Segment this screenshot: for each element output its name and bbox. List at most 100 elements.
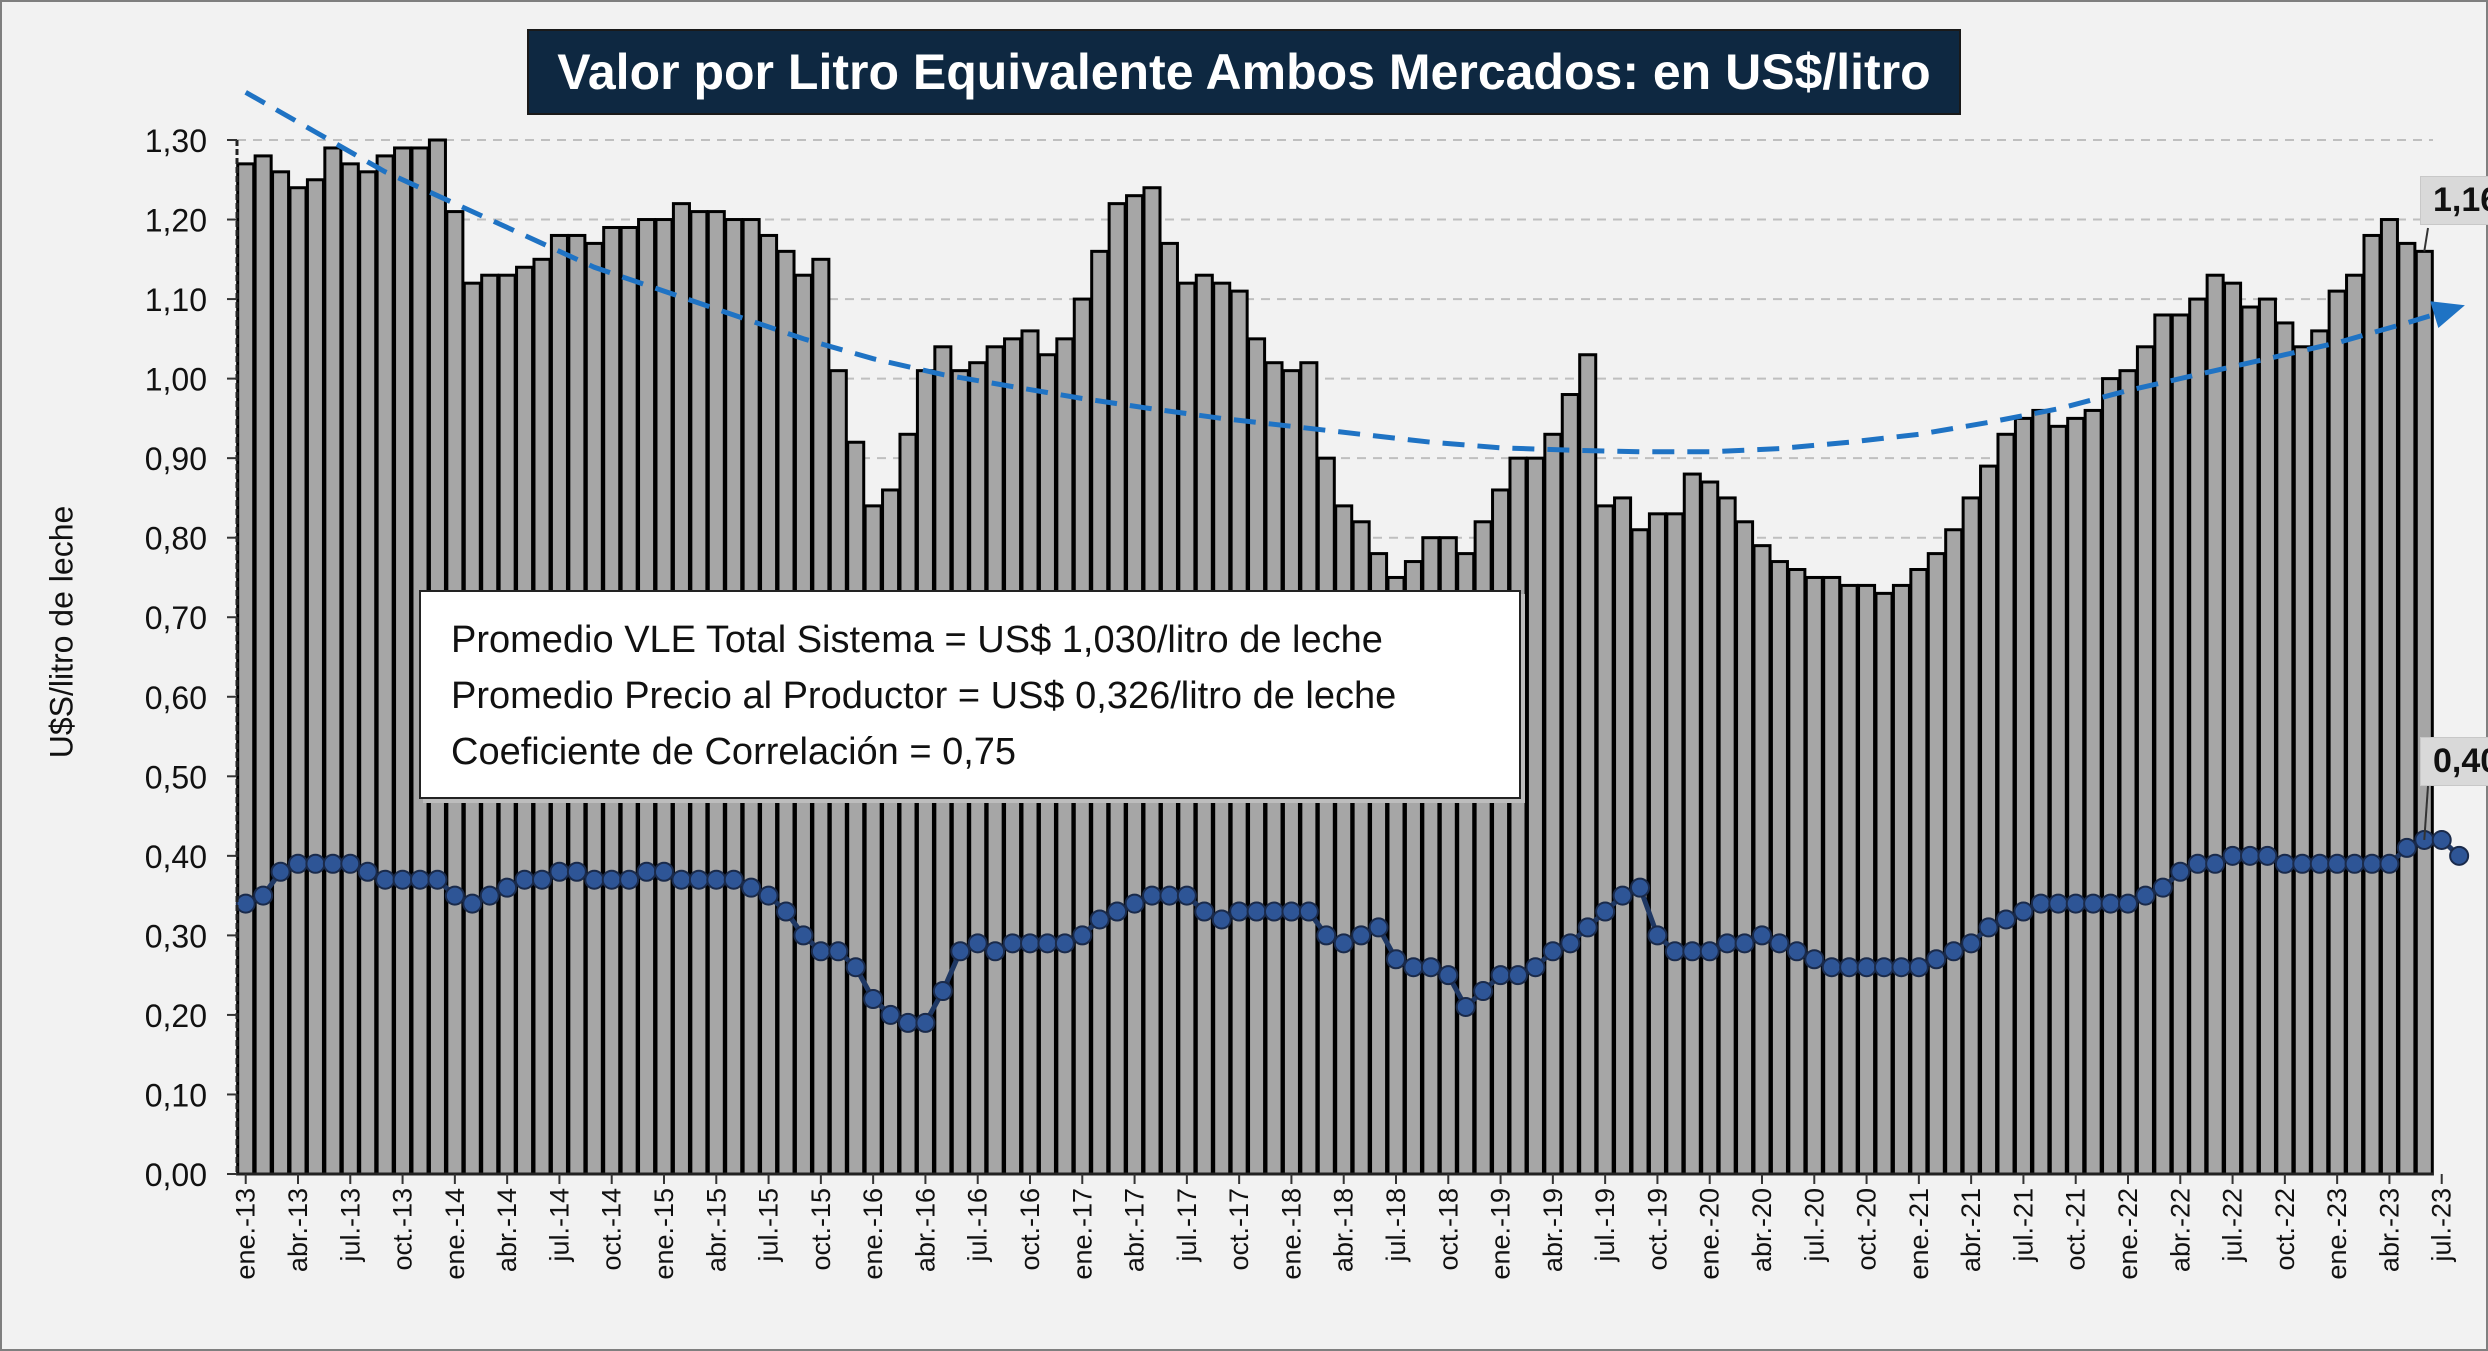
y-tick-label: 0,90 [145,441,207,477]
bar [2292,345,2312,1176]
y-tick-label: 0,30 [145,918,207,954]
x-tick-label: abr.-20 [1747,1188,1777,1272]
price-point [1595,901,1616,922]
x-tick-label: oct.-21 [2061,1188,2091,1271]
last-bar-leader [2423,227,2429,252]
price-point [1908,957,1929,978]
price-point [1978,917,1999,938]
bar [2188,297,2208,1176]
price-point [1420,957,1441,978]
bar [2345,273,2365,1176]
bar [1752,544,1772,1176]
bar [1787,568,1807,1176]
bar [393,146,413,1176]
x-tick-label: oct.-14 [597,1188,627,1271]
x-tick-label: jul.-21 [2008,1188,2038,1263]
x-tick-label: ene.-21 [1904,1188,1934,1280]
price-point [2048,893,2069,914]
bar [2240,305,2260,1176]
price-point [1054,933,1075,954]
x-tick-label: jul.-16 [963,1188,993,1263]
price-point [1943,941,1964,962]
price-point [1769,933,1790,954]
bar [2310,329,2330,1176]
x-tick-label: ene.-13 [231,1188,261,1280]
price-point [340,853,361,874]
x-tick-label: abr.-14 [492,1188,522,1272]
price-point [671,869,692,890]
bar [288,186,308,1176]
x-tick-label: abr.-17 [1120,1188,1150,1272]
bar [1613,496,1633,1176]
bar [1665,512,1685,1176]
price-point [2396,837,2417,858]
y-tick-labels: 0,00 0,10 0,20 0,30 0,40 0,50 0,60 0,70 0,80 0,90… [145,123,237,1193]
bar [2275,321,2295,1176]
price-point [1804,949,1825,970]
bar [1578,353,1598,1176]
y-tick-label: 0,40 [145,839,207,875]
x-tick-label: abr.-21 [1956,1188,1986,1272]
x-tick-label: jul.-14 [544,1188,574,1263]
y-tick-label: 1,30 [145,123,207,159]
bar [1839,583,1859,1176]
price-point [2274,853,2295,874]
x-tick-label: abr.-15 [701,1188,731,1272]
x-tick-label: ene.-19 [1486,1188,1516,1280]
x-tick-label: abr.-16 [910,1188,940,1272]
y-tick-label: 0,00 [145,1157,207,1193]
price-point [1281,901,1302,922]
price-point [1821,957,1842,978]
price-point [845,957,866,978]
price-point [1996,909,2016,930]
x-tick-label: abr.-19 [1538,1188,1568,1272]
price-point [2205,853,2226,874]
x-tick-label: ene.-17 [1067,1188,1097,1280]
price-point [1786,941,1807,962]
bar [2223,281,2243,1176]
y-tick-label: 0,80 [145,521,207,557]
price-point [1298,901,1319,922]
price-point [793,925,814,946]
price-point [1403,957,1424,978]
x-tick-label: ene.-18 [1276,1188,1306,1280]
price-point [2379,853,2400,874]
price-point [566,861,587,882]
x-tick-label: oct.-16 [1015,1188,1045,1271]
bar [1769,560,1789,1176]
y-tick-label: 0,50 [145,759,207,795]
price-point [636,861,657,882]
x-tick-label: ene.-14 [440,1188,470,1280]
bar [2135,345,2155,1176]
x-tick-label: oct.-18 [1433,1188,1463,1271]
price-point [1455,996,1476,1017]
trendline-arrowhead [2430,301,2465,328]
trendline [244,90,2465,455]
price-point [514,869,535,890]
stats-line-average-vle: Promedio VLE Total Sistema = US$ 1,030/l… [451,619,1383,661]
bar [1560,393,1580,1176]
bar [323,146,343,1176]
bar [1525,456,1545,1176]
price-point [479,885,500,906]
bar [1874,591,1894,1176]
x-tick-label: abr.-22 [2165,1188,2195,1272]
x-tick-label: jul.-22 [2218,1188,2248,1263]
x-tick-label: ene.-16 [858,1188,888,1280]
price-point [1542,941,1563,962]
x-tick-label: jul.-13 [335,1188,365,1263]
price-point [985,941,1006,962]
bar [1857,583,1877,1176]
bar [2031,408,2051,1176]
y-tick-label: 0,60 [145,680,207,716]
x-tick-label: oct.-20 [1852,1188,1882,1271]
bar [2257,297,2277,1176]
last-price-value-label: 0,40 [2420,737,2488,786]
x-tick-label: oct.-22 [2270,1188,2300,1271]
price-point [270,861,291,882]
price-point [1176,885,1197,906]
price-point [810,941,831,962]
price-point [1717,933,1738,954]
price-point [863,989,884,1010]
price-point [2327,853,2348,874]
